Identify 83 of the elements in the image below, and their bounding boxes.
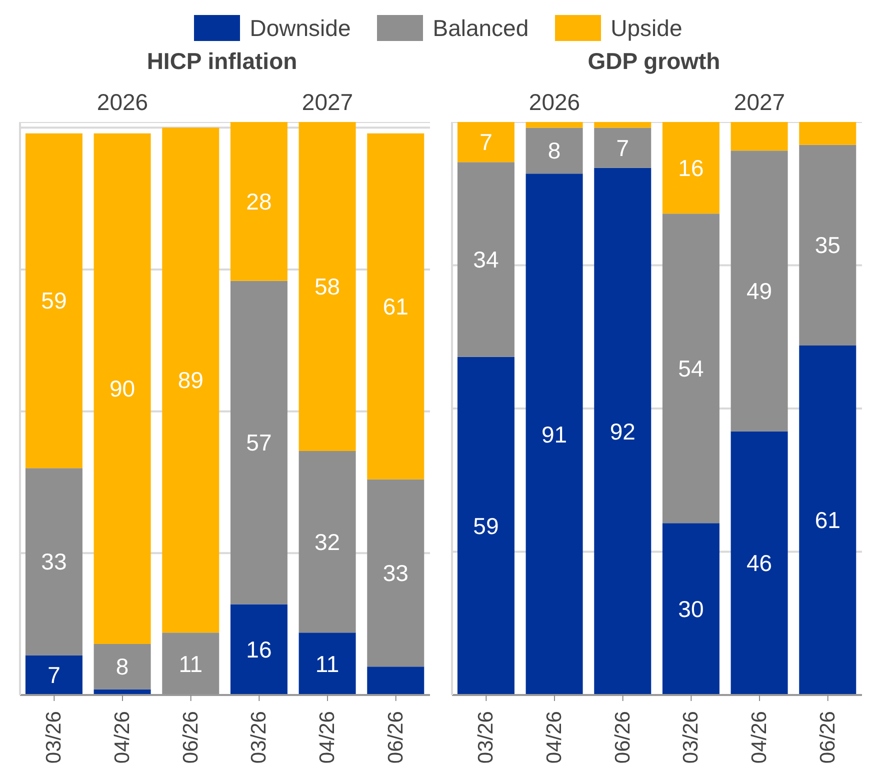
x-tick-label: 06/26 [816,711,840,764]
text: 2027 [300,88,354,116]
bar [94,133,151,644]
data-label: 7 [616,134,630,161]
bar [526,128,583,174]
bar [298,632,356,695]
data-label: 32 [314,528,340,555]
bar [526,122,583,128]
data-label: 57 [246,430,272,456]
data-label: 7 [480,129,492,156]
bar [799,345,856,695]
data-label: 7 [48,662,60,688]
x-tick-label: 03/26 [474,711,498,764]
x-tick-label: 03/26 [680,711,703,764]
data-label: 8 [548,138,561,164]
data-label: 61 [814,507,840,534]
bar [162,128,220,633]
bar [25,133,82,468]
data-label: 30 [678,596,704,622]
bar [457,122,514,162]
data-label: 61 [382,293,408,320]
bar [25,468,82,656]
bar [230,604,288,695]
data-label: 59 [41,288,67,314]
bar [25,655,82,695]
bar [799,122,856,145]
bar [799,144,856,346]
bar [457,162,514,357]
bar [298,451,356,633]
bar [230,280,288,604]
x-tick-label: 06/26 [611,711,634,764]
bar [662,523,720,695]
x-tick-label: 04/26 [543,711,566,764]
x-tick-label: 04/26 [748,711,771,764]
data-label: 16 [678,154,704,181]
bar [367,479,424,667]
bar [730,122,788,151]
bar [457,356,514,695]
bar [367,666,424,695]
bar [730,431,788,695]
bar [230,122,288,281]
x-tick-label: 06/26 [384,711,408,764]
data-label: 8 [116,654,129,680]
chart-title: GDP growth [586,48,722,76]
data-label: 28 [246,188,272,214]
data-label: 90 [110,376,136,402]
data-label: 33 [382,560,408,586]
bar [526,174,583,695]
bar [94,644,151,690]
data-label: 16 [246,636,272,663]
chart-title: HICP inflation [146,48,298,76]
bar [367,133,424,480]
bar [662,214,720,524]
legend-label: Balanced [432,14,529,42]
data-label: 34 [473,246,499,273]
data-label: 54 [678,355,704,382]
data-label: 59 [473,512,499,539]
legend-label: Upside [610,14,682,42]
legend-label: Downside [250,14,351,42]
data-label: 92 [610,418,636,444]
text: 2026 [528,88,582,116]
bar [594,122,652,128]
bar [662,122,720,214]
data-label: 11 [315,650,340,677]
bar [298,122,356,452]
x-tick-label: 03/26 [248,711,271,764]
data-label: 89 [178,367,204,394]
x-tick-label: 04/26 [111,711,134,764]
x-tick-label: 04/26 [316,711,339,764]
data-label: 58 [314,274,340,300]
text: 2026 [96,88,150,116]
text: 2027 [732,88,786,116]
x-tick-label: 03/26 [42,711,66,764]
data-label: 49 [746,278,772,304]
data-label: 11 [178,650,203,677]
data-label: 91 [542,421,568,448]
data-label: 35 [814,232,840,258]
data-label: 33 [41,548,67,575]
bar [730,150,788,432]
bar [594,128,652,168]
data-label: 46 [746,550,772,576]
bar [594,168,652,695]
x-tick-label: 06/26 [179,711,202,764]
